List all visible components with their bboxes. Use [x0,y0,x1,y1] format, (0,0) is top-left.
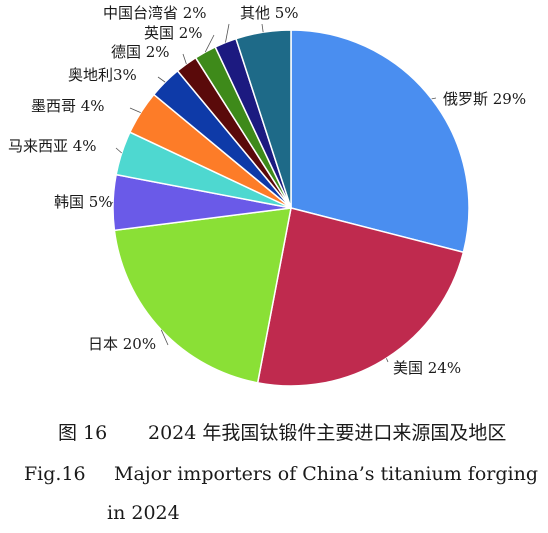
slice-label-5: 墨西哥 4% [31,97,105,115]
leader-line-10 [261,23,264,33]
slice-labels: 俄罗斯 29% 美国 24% 日本 20% 韩国 5% 马来西亚 4% 墨西哥 4% 奥地利… [8,4,526,377]
leader-line-0 [431,97,437,100]
leader-line-6 [157,76,166,83]
pie-slice-10 [235,29,292,209]
pie-chart: 俄罗斯 29% 美国 24% 日本 20% 韩国 5% 马来西亚 4% 墨西哥 4% 奥地利… [8,4,526,387]
leader-line-3 [109,202,114,205]
leader-line-4 [115,147,122,154]
leader-line-2 [160,329,169,346]
leader-line-9 [225,23,230,43]
slice-label-3: 韩国 5% [54,193,113,211]
slice-label-2: 日本 20% [88,335,156,353]
leader-line-7 [182,53,187,65]
pie-slice-2 [113,207,292,384]
leader-line-8 [204,34,215,53]
slice-label-0: 俄罗斯 29% [443,90,526,108]
slice-label-6: 奥地利3% [68,66,137,84]
caption-en-text: Major importers of China’s titanium forg… [114,463,538,485]
slice-label-1: 美国 24% [393,359,461,377]
caption-english: Fig.16 Major importers of China’s titaniu… [24,462,548,486]
slice-label-4: 马来西亚 4% [8,137,97,155]
pie-slice-1 [256,207,465,387]
slice-label-10: 其他 5% [240,4,299,22]
leader-lines [109,23,437,363]
caption-chinese: 图 16 2024 年我国钛锻件主要进口来源国及地区 [58,421,548,445]
slice-label-8: 英国 2% [144,24,203,42]
leader-line-5 [129,107,141,113]
caption-english-line2: in 2024 [107,501,548,525]
leader-line-1 [386,358,389,363]
pie-slices [112,29,470,387]
caption-en-number: Fig.16 [24,463,86,485]
slice-label-9: 中国台湾省 2% [103,4,207,22]
slice-label-7: 德国 2% [111,43,170,61]
caption-en-text-2: in 2024 [107,502,180,524]
caption-cn-text: 2024 年我国钛锻件主要进口来源国及地区 [148,422,507,444]
caption-cn-number: 图 16 [58,422,108,444]
